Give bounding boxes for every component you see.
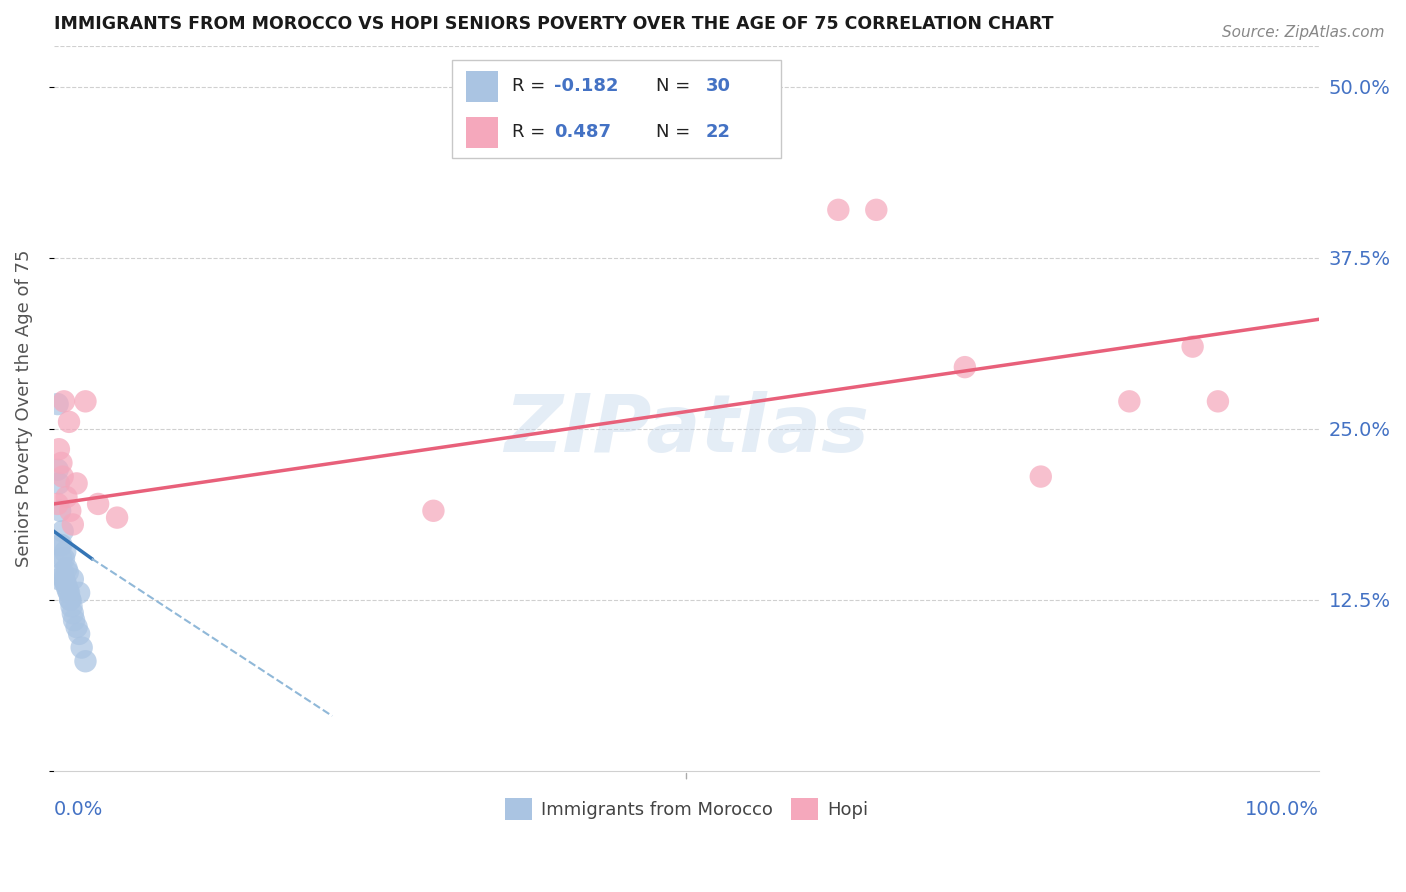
Text: ZIPatlas: ZIPatlas — [503, 391, 869, 469]
Point — [105, 510, 128, 524]
Point — [422, 504, 444, 518]
Point — [56, 566, 79, 580]
Point — [52, 469, 75, 483]
Point — [62, 572, 84, 586]
Point — [1181, 340, 1204, 354]
Point — [67, 586, 90, 600]
Point — [46, 397, 69, 411]
Point — [53, 574, 76, 589]
Point — [51, 551, 73, 566]
Point — [70, 640, 93, 655]
Point — [59, 592, 82, 607]
Point — [55, 579, 77, 593]
Point — [67, 627, 90, 641]
Point — [52, 394, 75, 409]
Point — [49, 504, 72, 518]
Text: Source: ZipAtlas.com: Source: ZipAtlas.com — [1222, 25, 1385, 40]
Point — [52, 572, 75, 586]
Point — [46, 497, 69, 511]
Point — [48, 476, 70, 491]
Point — [953, 360, 976, 375]
Point — [75, 394, 97, 409]
Point — [65, 476, 87, 491]
Point — [52, 551, 75, 566]
Point — [62, 607, 84, 621]
Legend: Immigrants from Morocco, Hopi: Immigrants from Morocco, Hopi — [498, 790, 876, 827]
Point — [738, 135, 761, 149]
Point — [62, 517, 84, 532]
Point — [1029, 469, 1052, 483]
Point — [53, 545, 76, 559]
Point — [58, 415, 80, 429]
Point — [865, 202, 887, 217]
Point — [52, 524, 75, 539]
Point — [48, 572, 70, 586]
Point — [52, 566, 75, 580]
Point — [49, 538, 72, 552]
Text: 100.0%: 100.0% — [1246, 800, 1319, 819]
Point — [827, 202, 849, 217]
Point — [48, 442, 70, 457]
Text: IMMIGRANTS FROM MOROCCO VS HOPI SENIORS POVERTY OVER THE AGE OF 75 CORRELATION C: IMMIGRANTS FROM MOROCCO VS HOPI SENIORS … — [53, 15, 1053, 33]
Point — [56, 583, 79, 598]
Y-axis label: Seniors Poverty Over the Age of 75: Seniors Poverty Over the Age of 75 — [15, 250, 32, 567]
Point — [51, 456, 73, 470]
Point — [75, 654, 97, 668]
Point — [1118, 394, 1140, 409]
Point — [51, 538, 73, 552]
Point — [60, 599, 83, 614]
Point — [65, 620, 87, 634]
Point — [46, 463, 69, 477]
Text: 0.0%: 0.0% — [53, 800, 103, 819]
Point — [87, 497, 110, 511]
Point — [1206, 394, 1229, 409]
Point — [63, 613, 86, 627]
Point — [55, 561, 77, 575]
Point — [59, 592, 82, 607]
Point — [55, 490, 77, 504]
Point — [59, 504, 82, 518]
Point — [58, 586, 80, 600]
